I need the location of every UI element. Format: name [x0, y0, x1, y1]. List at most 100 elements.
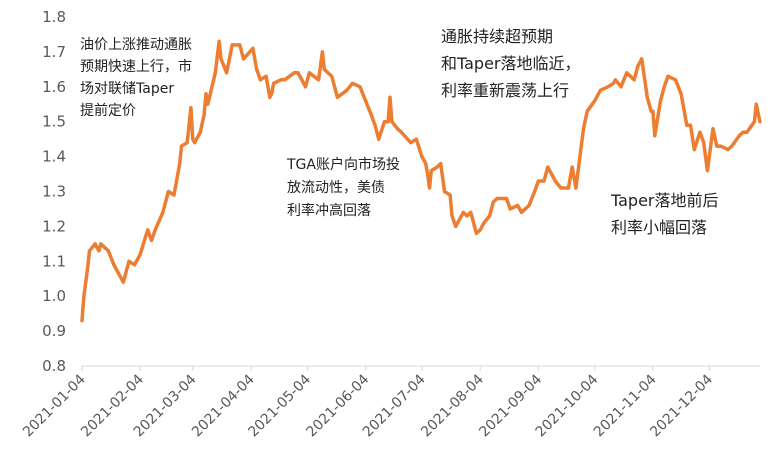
- annotation-taper-line-2: 利率小幅回落: [611, 218, 707, 237]
- data-point: [320, 50, 324, 54]
- data-point: [719, 144, 723, 148]
- data-point: [185, 141, 189, 145]
- y-tick-label: 1.5: [42, 113, 66, 131]
- annotation-layer: 油价上涨推动通胀 预期快速上行，市 场对联储Taper 提前定价 TGA账户向市…: [80, 27, 719, 237]
- annotation-oil-price-line-1: 油价上涨推动通胀: [80, 37, 192, 53]
- data-point: [745, 130, 749, 134]
- data-point: [754, 102, 758, 106]
- data-point: [488, 214, 492, 218]
- data-point: [191, 137, 195, 141]
- data-point: [364, 99, 368, 103]
- data-point: [350, 81, 354, 85]
- data-point: [619, 85, 623, 89]
- data-point: [593, 99, 597, 103]
- data-point: [121, 280, 125, 284]
- data-point: [317, 78, 321, 82]
- data-point: [322, 67, 326, 71]
- data-point: [585, 109, 589, 113]
- data-point: [469, 210, 473, 214]
- data-point: [138, 252, 142, 256]
- data-point: [178, 162, 182, 166]
- data-point: [270, 92, 274, 96]
- data-point: [193, 141, 197, 145]
- data-point: [395, 127, 400, 131]
- data-point: [204, 92, 208, 96]
- data-point: [202, 113, 206, 117]
- data-point: [581, 127, 586, 131]
- data-point: [574, 186, 578, 190]
- data-point: [598, 88, 603, 92]
- data-point: [382, 120, 386, 124]
- data-point: [258, 78, 262, 82]
- data-point: [80, 319, 84, 323]
- data-point: [427, 186, 432, 190]
- data-point: [533, 189, 537, 194]
- data-point: [230, 43, 234, 47]
- series-layer: [80, 39, 762, 323]
- data-point: [640, 57, 644, 61]
- data-point: [478, 228, 482, 232]
- annotation-tga-line-2: 放流动性，美债: [287, 180, 385, 196]
- annotation-oil-price-line-2: 预期快速上行，市: [80, 58, 192, 75]
- data-point: [106, 249, 110, 253]
- data-point: [345, 88, 349, 92]
- data-point: [272, 81, 276, 85]
- data-point: [375, 130, 379, 134]
- data-point: [536, 179, 541, 183]
- data-point: [711, 127, 715, 131]
- data-point: [429, 169, 433, 173]
- data-point: [448, 193, 452, 197]
- data-point: [426, 172, 430, 176]
- annotation-oil-price-line-4: 提前定价: [80, 102, 136, 119]
- data-point: [238, 43, 242, 47]
- data-point: [613, 78, 618, 82]
- data-point: [251, 46, 255, 51]
- data-point: [752, 120, 757, 124]
- data-point: [559, 186, 563, 190]
- data-point: [702, 141, 706, 145]
- data-point: [93, 242, 97, 246]
- data-point: [611, 81, 616, 85]
- y-tick-label: 1.1: [42, 252, 66, 270]
- data-point: [698, 130, 702, 134]
- data-point: [741, 130, 745, 134]
- data-point: [495, 196, 499, 201]
- data-point: [268, 95, 272, 99]
- data-point: [679, 92, 683, 96]
- data-point: [504, 196, 509, 201]
- data-point: [414, 137, 418, 141]
- data-point: [99, 242, 103, 246]
- annotation-oil-price-line-3: 场对联储Taper: [80, 81, 174, 97]
- data-point: [86, 266, 90, 270]
- data-point: [330, 74, 334, 78]
- data-point: [454, 224, 458, 228]
- data-point: [688, 123, 693, 127]
- y-tick-label: 1.8: [42, 8, 66, 26]
- data-point: [606, 85, 610, 89]
- data-point: [420, 155, 424, 159]
- data-point: [292, 71, 296, 75]
- annotation-tga-line-3: 利率冲高回落: [287, 202, 371, 219]
- data-point: [112, 263, 116, 267]
- data-point: [179, 144, 184, 148]
- data-point: [264, 74, 268, 78]
- data-point: [161, 210, 165, 214]
- y-tick-label: 1.6: [42, 78, 66, 96]
- data-point: [726, 148, 730, 152]
- data-point: [465, 214, 469, 218]
- data-point: [133, 263, 137, 267]
- data-point: [189, 106, 193, 110]
- data-point: [737, 134, 741, 138]
- data-point: [307, 71, 311, 75]
- data-point: [176, 172, 180, 176]
- data-point: [390, 120, 394, 124]
- data-point: [82, 294, 86, 298]
- data-point: [153, 228, 157, 232]
- data-point: [97, 249, 101, 253]
- data-point: [501, 196, 505, 201]
- data-point: [566, 186, 571, 190]
- data-point: [730, 144, 734, 148]
- data-point: [335, 95, 339, 99]
- y-tick-label: 1.0: [42, 287, 66, 305]
